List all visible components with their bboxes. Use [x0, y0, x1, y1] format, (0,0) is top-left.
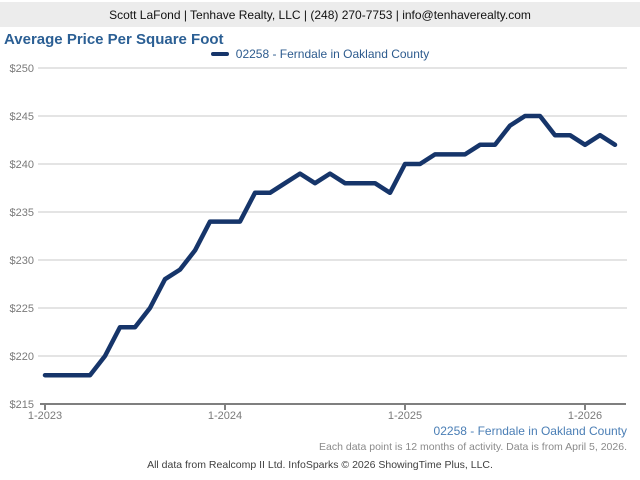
legend-line-swatch-icon	[210, 52, 229, 56]
legend-series-label: 02258 - Ferndale in Oakland County	[235, 47, 430, 61]
header-contact-text: Scott LaFond | Tenhave Realty, LLC | (24…	[109, 7, 531, 22]
y-tick-label: $235	[10, 207, 34, 219]
y-tick-label: $220	[10, 351, 34, 363]
footer-data-note: Each data point is 12 months of activity…	[319, 441, 627, 453]
header-contact-bar: Scott LaFond | Tenhave Realty, LLC | (24…	[0, 2, 640, 27]
y-tick-label: $245	[10, 111, 34, 123]
footer-series-label: 02258 - Ferndale in Oakland County	[433, 424, 627, 438]
x-tick-label: 1-2025	[388, 410, 422, 422]
y-tick-label: $230	[10, 255, 34, 267]
chart-title: Average Price Per Square Foot	[4, 31, 224, 48]
x-tick-label: 1-2023	[28, 410, 62, 422]
x-tick-label: 1-2026	[568, 410, 602, 422]
y-tick-label: $240	[10, 159, 34, 171]
price-line-series	[42, 113, 618, 378]
chart-legend[interactable]: 02258 - Ferndale in Oakland County	[0, 47, 640, 61]
footer-attribution: All data from Realcomp II Ltd. InfoSpark…	[147, 459, 493, 471]
y-tick-label: $225	[10, 303, 34, 315]
y-tick-label: $215	[10, 399, 34, 411]
y-tick-label: $250	[10, 63, 34, 75]
x-tick-label: 1-2024	[208, 410, 242, 422]
